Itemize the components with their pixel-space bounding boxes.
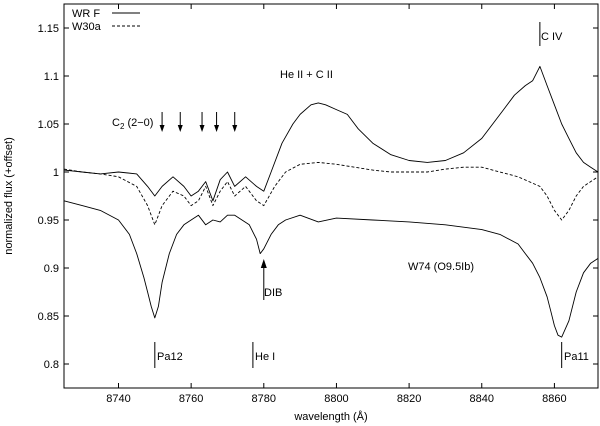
- plot-frame: [63, 3, 599, 389]
- legend: WR F W30a: [72, 8, 140, 33]
- annotation-c-iv: C IV: [541, 31, 563, 43]
- x-tick-label: 8820: [397, 393, 421, 405]
- dib-arrow: [260, 259, 267, 300]
- y-tick-label: 1.1: [44, 71, 59, 83]
- x-tick-label: 8840: [470, 393, 494, 405]
- annotation-pa11: Pa11: [564, 351, 589, 363]
- x-tick-label: 8860: [542, 393, 566, 405]
- y-tick-label: 0.8: [44, 359, 59, 371]
- y-tick-label: 0.9: [44, 263, 59, 275]
- x-tick-label: 8760: [179, 393, 203, 405]
- y-tick-label: 1.05: [38, 119, 59, 131]
- x-tick-label: 8800: [324, 393, 348, 405]
- series-line-1: [63, 161, 599, 226]
- annotation-w74: W74 (O9.5Ib): [408, 261, 474, 273]
- y-tick-label: 1: [53, 167, 59, 179]
- annotation-dib: DIB: [264, 287, 282, 299]
- series-line-0: [63, 65, 599, 202]
- annotation-pa12: Pa12: [157, 351, 183, 363]
- series-line-2: [63, 200, 599, 338]
- legend-label-w30a: W30a: [72, 21, 102, 33]
- c2-arrow-head: [177, 125, 183, 132]
- x-axis-label: wavelength (Å): [293, 410, 367, 423]
- dib-arrow-head: [260, 259, 267, 268]
- c2-arrows: [159, 112, 238, 132]
- c2-arrow-head: [214, 125, 220, 132]
- annotation-he-i: He I: [255, 351, 275, 363]
- c2-arrow-head: [199, 125, 205, 132]
- x-tick-labels: 8740 8760 8780 8800 8820 8840 8860: [106, 393, 566, 405]
- y-tick-label: 0.85: [38, 311, 59, 323]
- annotation-c2: C2 (2−0): [112, 117, 153, 131]
- x-tick-label: 8780: [252, 393, 276, 405]
- axis-ticks: [64, 4, 598, 388]
- c2-arrow-head: [159, 125, 165, 132]
- annotation-c2-rest: (2−0): [124, 117, 153, 129]
- x-tick-label: 8740: [106, 393, 130, 405]
- y-tick-labels: 0.8 0.85 0.9 0.95 1 1.05 1.1 1.15: [38, 23, 59, 371]
- series-layer: [63, 65, 599, 338]
- legend-label-wr-f: WR F: [72, 8, 100, 20]
- annotation-c2-sub: 2: [120, 122, 125, 131]
- c2-arrow-head: [232, 125, 238, 132]
- y-tick-label: 0.95: [38, 215, 59, 227]
- y-tick-label: 1.15: [38, 23, 59, 35]
- annotation-c2-main: C: [112, 117, 120, 129]
- annotation-he-ii-c-ii: He II + C II: [280, 69, 333, 81]
- y-axis-label: normalized flux (+offset): [3, 137, 15, 255]
